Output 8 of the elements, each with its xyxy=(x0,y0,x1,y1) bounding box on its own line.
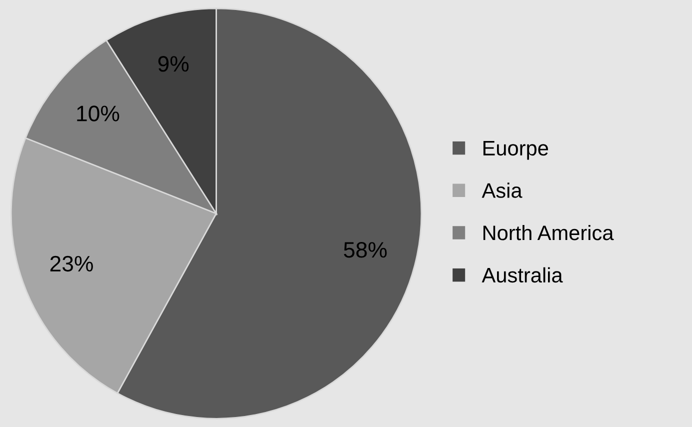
data-label: 23% xyxy=(50,256,93,272)
legend-label: Asia xyxy=(482,182,522,198)
data-label: 58% xyxy=(344,242,387,258)
legend-label: North America xyxy=(483,224,614,240)
data-label: 9% xyxy=(158,56,189,72)
data-label: 10% xyxy=(77,106,120,122)
legend-label: Euorpe xyxy=(483,141,548,160)
legend-label: Australia xyxy=(482,267,563,283)
